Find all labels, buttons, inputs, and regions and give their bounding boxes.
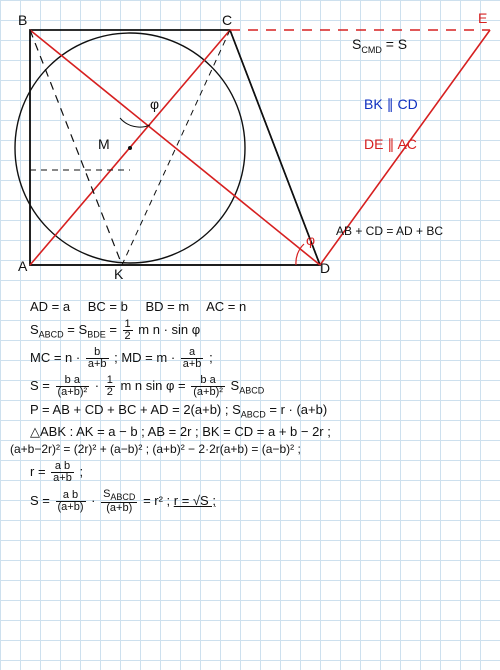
line-mc-md: MC = n · ba+b ; MD = m · aa+b ;	[30, 347, 490, 370]
note-tangential: AB + CD = AD + BC	[336, 224, 443, 238]
fse3-d: (a+b)²	[191, 387, 225, 398]
line-triangle-abk: △ABK : AK = a − b ; AB = 2r ; BK = CD = …	[30, 425, 490, 439]
fse2-n: 1	[105, 375, 115, 387]
line-pythagoras: (a+b−2r)² = (2r)² + (a−b)² ; (a+b)² − 2·…	[10, 443, 490, 456]
frac-r: a ba+b	[51, 461, 74, 484]
label-a: A	[18, 258, 27, 274]
se-b: ·	[95, 378, 103, 393]
fse2-d: 2	[105, 387, 115, 398]
r-a: r =	[30, 464, 49, 479]
ae-s1: S	[30, 322, 39, 337]
ae-mid: = S	[64, 322, 88, 337]
frac-mc: ba+b	[86, 347, 109, 370]
ff2-d: (a+b)	[101, 503, 137, 514]
line-givens: AD = a BC = b BD = m AC = n	[30, 300, 490, 314]
se-sub: ABCD	[239, 385, 264, 395]
angle-arc-m	[120, 118, 150, 127]
ae-sub1: ABCD	[39, 329, 64, 339]
ae-sub2: BDE	[87, 329, 106, 339]
note-scmd-tail: = S	[382, 36, 407, 52]
fse1-n: b a	[56, 375, 90, 387]
note-scmd-s: S	[352, 36, 361, 52]
fmc-d: a+b	[86, 359, 109, 370]
frac-fin2: SABCD(a+b)	[101, 489, 137, 514]
r-b: ;	[79, 464, 83, 479]
center-dot	[128, 146, 132, 150]
label-m: M	[98, 136, 110, 152]
tabk: △ABK : AK = a − b ; AB = 2r ; BK = CD = …	[30, 424, 331, 439]
line-r: r = a ba+b ;	[30, 461, 490, 484]
g-a: AD = a	[30, 299, 70, 314]
ff2-n: SABCD	[101, 489, 137, 503]
pe-sub: ABCD	[241, 409, 266, 419]
note-bk-parallel-cd: BK ∥ CD	[364, 96, 418, 113]
md-a: ; MD = m ·	[114, 350, 179, 365]
fmc-n: b	[86, 347, 109, 359]
fmd-d: a+b	[181, 359, 204, 370]
frac-fin1: a b(a+b)	[56, 490, 86, 513]
label-phi-d: φ	[306, 232, 315, 248]
fse1-d: (a+b)²	[56, 387, 90, 398]
diagonal-bd	[30, 30, 320, 265]
label-b: B	[18, 12, 27, 28]
mc-md-end: ;	[209, 350, 213, 365]
note-scmd: SCMD = S	[352, 36, 407, 55]
mc-a: MC = n ·	[30, 350, 84, 365]
g-b: BC = b	[88, 299, 128, 314]
frac-se1: b a(a+b)²	[56, 375, 90, 398]
fin-a: S =	[30, 493, 54, 508]
se-a: S =	[30, 378, 54, 393]
frac-se2: 12	[105, 375, 115, 398]
se-d: S	[231, 378, 240, 393]
label-e: E	[478, 10, 487, 26]
fin-d: r = √S ;	[174, 493, 216, 508]
g-c: BD = m	[145, 299, 189, 314]
fh-n: 1	[123, 319, 133, 331]
g-d: AC = n	[206, 299, 246, 314]
frac-se3: b a(a+b)²	[191, 375, 225, 398]
ae-tail: m n · sin φ	[138, 322, 200, 337]
pe-b: = r · (a+b)	[266, 402, 327, 417]
geometry-diagram-main	[0, 0, 500, 290]
line-final: S = a b(a+b) · SABCD(a+b) = r² ; r = √S …	[30, 489, 490, 514]
label-phi-m: φ	[150, 96, 159, 112]
fmd-n: a	[181, 347, 204, 359]
fh-d: 2	[123, 331, 133, 342]
fin-b: ·	[91, 493, 99, 508]
pyth: (a+b−2r)² = (2r)² + (a−b)² ; (a+b)² − 2·…	[10, 442, 301, 456]
label-d: D	[320, 260, 330, 276]
ae-eq: =	[106, 322, 121, 337]
line-perimeter: P = AB + CD + BC + AD = 2(a+b) ; SABCD =…	[30, 403, 490, 420]
derivation: AD = a BC = b BD = m AC = n SABCD = SBDE…	[30, 295, 490, 519]
ff2-n-sub: ABCD	[110, 492, 135, 502]
fse3-n: b a	[191, 375, 225, 387]
notebook-page: A B C D E K M φ φ SCMD = S BK ∥ CD DE ∥ …	[0, 0, 500, 670]
frac-half: 12	[123, 319, 133, 342]
se-c: m n sin φ =	[120, 378, 189, 393]
line-s-expr: S = b a(a+b)² · 12 m n sin φ = b a(a+b)²…	[30, 375, 490, 398]
ff1-d: (a+b)	[56, 502, 86, 513]
label-c: C	[222, 12, 232, 28]
note-scmd-sub: CMD	[361, 45, 382, 55]
frac-md: aa+b	[181, 347, 204, 370]
line-area-eq: SABCD = SBDE = 12 m n · sin φ	[30, 319, 490, 342]
fin-c: = r² ;	[143, 493, 174, 508]
pe-a: P = AB + CD + BC + AD = 2(a+b) ; S	[30, 402, 241, 417]
label-k: K	[114, 266, 123, 282]
fr-d: a+b	[51, 473, 74, 484]
note-de-parallel-ac: DE ∥ AC	[364, 136, 417, 153]
